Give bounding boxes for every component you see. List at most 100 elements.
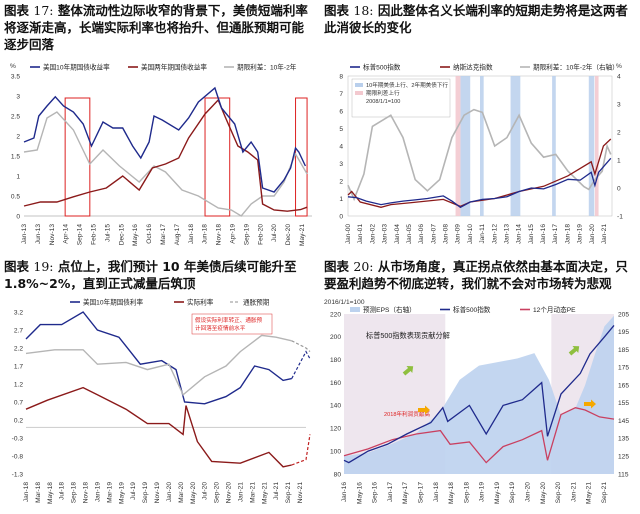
- legend-swatch: [350, 307, 360, 312]
- y-tick-label: 165: [618, 382, 629, 389]
- x-tick-label: Jan-18: [433, 482, 440, 502]
- x-tick-label: Oct-16: [146, 224, 153, 244]
- y-tick-label: -1: [617, 213, 623, 220]
- highlight-box: [204, 97, 231, 217]
- x-tick-label: Nov-19: [154, 482, 161, 504]
- x-tick-label: Jan-15: [528, 224, 535, 244]
- x-tick-label: Jul-19: [130, 482, 137, 500]
- x-tick-label: Jan-19: [577, 224, 584, 244]
- legend-entry: 美国10年期国债利率: [83, 297, 143, 306]
- y-tick-label: 0.2: [14, 417, 23, 424]
- x-tick-label: Jul-18: [59, 482, 66, 500]
- chart-17-plot: % 0 0.5 1 1.5 2 2.5 3 3.5 美国10年期国债收益率 美国两年期国债收益率 期限…: [10, 62, 312, 246]
- series-line: [25, 334, 292, 396]
- x-tick-label: Jan-10: [467, 224, 474, 244]
- x-tick-label: Apr-19: [230, 224, 237, 244]
- y-tick-label: 120: [330, 426, 341, 433]
- x-tick-label: Dec-15: [118, 224, 125, 246]
- figure-number: 17:: [33, 3, 54, 18]
- figure-title: 整体流动性边际收窄的背景下，美债短端利率将逐渐走高，长端实际利率也将抬升、但通胀…: [4, 3, 308, 52]
- y-tick-label: 4: [617, 73, 621, 80]
- series-line: [25, 386, 292, 468]
- x-tick-label: Feb-20: [257, 224, 264, 245]
- y-tick-label: 0: [16, 213, 20, 220]
- x-tick-label: Jan-01: [357, 224, 364, 244]
- y-tick-label: 1: [16, 173, 20, 180]
- y-tick-label: 8: [339, 73, 343, 80]
- right-arrow-icon: [584, 399, 596, 409]
- x-tick-label: Mar-17: [160, 224, 167, 245]
- y-tick-label: 6: [339, 108, 343, 115]
- legend-entry: 12个月动态PE: [533, 305, 576, 314]
- chart-heading: 图表 19: 点位上，我们预计 10 年美债后续可能升至 1.8%~2%，直到正…: [4, 258, 316, 292]
- x-tick-label: Jan-05: [406, 224, 413, 244]
- x-tick-label: Jan-20: [166, 482, 173, 502]
- y-tick-label: 175: [618, 365, 629, 372]
- x-tick-label: Jan-21: [237, 482, 244, 502]
- x-tick-label: Jan-16: [341, 482, 348, 502]
- y-tick-label: 0.5: [11, 193, 20, 200]
- x-tick-label: Aug-17: [174, 224, 181, 246]
- y-tick-label: 3: [617, 101, 621, 108]
- x-tick-label: Nov-20: [226, 482, 233, 504]
- chart-heading: 图表 17: 整体流动性边际收窄的背景下，美债短端利率将逐渐走高，长端实际利率也…: [4, 2, 316, 53]
- x-tick-label: Sep-16: [372, 482, 379, 504]
- x-tick-label: May-16: [356, 482, 363, 504]
- y-tick-label: 3.5: [11, 73, 20, 80]
- index-base-note: 2016/1/1=100: [324, 299, 365, 306]
- projection-line: [291, 434, 311, 466]
- y-tick-label: 3: [339, 161, 343, 168]
- y-tick-label: 2.2: [14, 345, 23, 352]
- x-tick-label: Feb-15: [91, 224, 98, 245]
- x-tick-label: Jan-18: [23, 482, 30, 502]
- figure-label: 图表: [4, 3, 30, 18]
- x-tick-label: Jan-14: [516, 224, 523, 244]
- x-tick-label: Jul-20: [202, 482, 209, 500]
- x-tick-label: Jan-02: [369, 224, 376, 244]
- y-tick-label: 3.2: [14, 309, 23, 316]
- x-tick-label: Sep-21: [285, 482, 292, 504]
- x-tick-label: May-20: [190, 482, 197, 504]
- x-tick-label: Jan-13: [21, 224, 28, 244]
- x-tick-label: Mar-21: [249, 482, 256, 503]
- shaded-span-blue: [552, 76, 556, 216]
- legend-entry: 预测EPS（右轴）: [363, 305, 416, 314]
- y-tick-label: 180: [330, 357, 341, 364]
- figure-label: 图表: [324, 3, 350, 18]
- shaded-span-red: [594, 76, 599, 216]
- y-tick-label: 1: [617, 157, 621, 164]
- legend-entry: 实际利率: [187, 297, 214, 306]
- y-tick-label: 1.7: [14, 363, 23, 370]
- x-tick-label: Jan-18: [564, 224, 571, 244]
- x-tick-label: May-21: [299, 224, 306, 246]
- right-axis-label: %: [616, 63, 622, 70]
- x-tick-label: Jan-00: [345, 224, 352, 244]
- x-tick-label: Jan-03: [382, 224, 389, 244]
- y-tick-label: 80: [334, 471, 342, 478]
- series-line: [347, 138, 612, 208]
- series-line: [23, 98, 308, 212]
- legend-entry: 美国10年期国债收益率: [43, 62, 110, 71]
- annotation-text: 假设实际利率转正、通胀预: [195, 316, 263, 324]
- x-tick-label: Jul-21: [273, 482, 280, 500]
- x-tick-label: Sep-18: [463, 482, 470, 504]
- series-line: [343, 324, 615, 464]
- series-line: [23, 86, 307, 193]
- x-tick-label: Jan-13: [503, 224, 510, 244]
- x-tick-label: Jan-17: [552, 224, 559, 244]
- y-tick-label: 200: [330, 334, 341, 341]
- y-tick-label: 115: [618, 471, 629, 478]
- x-tick-label: Jan-11: [479, 224, 486, 244]
- x-tick-label: Jan-16: [540, 224, 547, 244]
- x-tick-label: Jan-04: [394, 224, 401, 244]
- figure-label: 图表: [4, 259, 30, 274]
- chart-heading: 图表 18: 因此整体名义长端利率的短期走势将是这两者此消彼长的变化: [324, 2, 636, 36]
- chart-heading: 图表 20: 从市场角度，真正拐点依然由基本面决定，只要盈利趋势不彻底逆转，我们…: [324, 258, 636, 292]
- y-tick-label: 145: [618, 418, 629, 425]
- legend-entry: 标普500指数: [363, 62, 401, 71]
- x-tick-label: May-21: [586, 482, 593, 504]
- chart-19-plot: -1.3 -0.8 -0.3 0.2 0.7 1.2 1.7 2.2 2.7 3.2 美国10年期国…: [12, 297, 311, 504]
- chart-panel-20: 图表 20: 从市场角度，真正拐点依然由基本面决定，只要盈利趋势不彻底逆转，我们…: [322, 258, 638, 511]
- highlight-box: [64, 97, 91, 217]
